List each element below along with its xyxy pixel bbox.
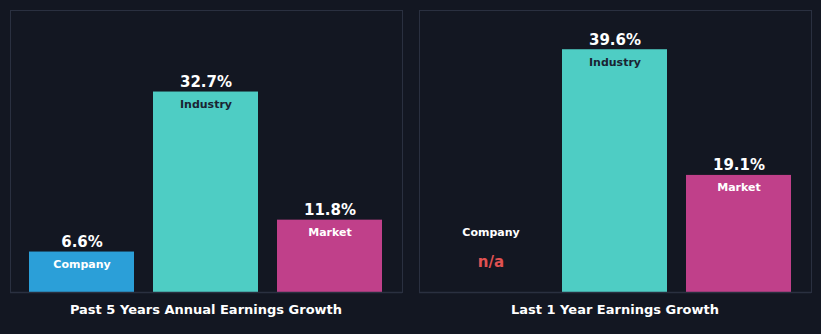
svg-text:Company: Company	[53, 258, 110, 271]
svg-text:6.6%: 6.6%	[61, 233, 103, 251]
svg-text:39.6%: 39.6%	[589, 31, 641, 49]
svg-text:19.1%: 19.1%	[713, 156, 765, 174]
svg-text:Market: Market	[717, 181, 761, 194]
html-text:Last 1 Year Earnings Growth: Last 1 Year Earnings Growth	[511, 302, 719, 317]
svg-text:32.7%: 32.7%	[180, 73, 232, 91]
svg-text:Market: Market	[308, 226, 352, 239]
svg-text:Industry: Industry	[589, 56, 641, 69]
svg-text:n/a: n/a	[478, 253, 504, 271]
svg-text:11.8%: 11.8%	[304, 201, 356, 219]
svg-text:Industry: Industry	[180, 98, 232, 111]
html-text:Past 5 Years Annual Earnings G: Past 5 Years Annual Earnings Growth	[69, 302, 343, 317]
svg-text:Company: Company	[462, 226, 519, 239]
